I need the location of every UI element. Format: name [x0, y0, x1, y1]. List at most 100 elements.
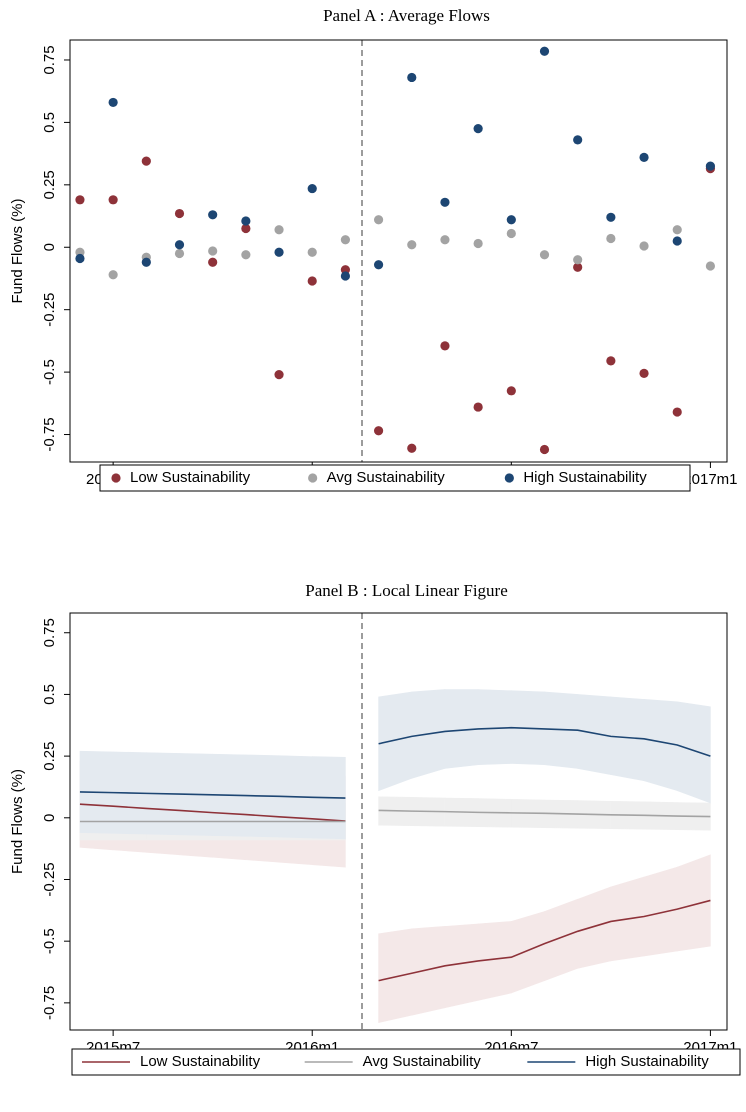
point — [174, 248, 185, 259]
point — [241, 250, 251, 260]
point — [506, 386, 516, 396]
point — [407, 443, 417, 453]
confidence-band — [411, 926, 446, 1016]
point — [473, 238, 483, 249]
confidence-band — [378, 928, 413, 1023]
confidence-band — [643, 866, 678, 957]
point — [274, 247, 284, 257]
point — [307, 247, 317, 257]
line — [378, 809, 711, 818]
legend-box — [71, 1048, 741, 1076]
point — [440, 235, 450, 245]
plot-frame — [69, 39, 728, 463]
point — [373, 260, 384, 270]
confidence-band — [544, 898, 578, 982]
y-tick-label: -0.25 — [41, 862, 58, 896]
y-tick-label: 0.25 — [41, 742, 58, 771]
confidence-band — [676, 854, 711, 952]
legend-label: Low Sustainability — [140, 1053, 261, 1070]
point — [506, 215, 516, 225]
point — [373, 215, 384, 225]
point — [440, 197, 450, 207]
panel: Panel B : Local Linear Figure Fund Flows … — [9, 581, 741, 1076]
point — [606, 233, 616, 244]
legend-marker — [504, 473, 514, 483]
legend-label: Avg Sustainability — [363, 1053, 482, 1070]
y-tick-label: 0.75 — [41, 618, 58, 647]
point — [141, 156, 151, 166]
y-tick-label: 0.5 — [41, 684, 58, 705]
confidence-band — [477, 689, 512, 766]
point — [274, 225, 284, 235]
point — [473, 402, 483, 412]
legend-box — [99, 464, 691, 492]
confidence-band — [378, 691, 413, 792]
point — [108, 270, 118, 280]
point — [108, 195, 118, 205]
y-tick-label: 0.75 — [41, 45, 58, 74]
point — [705, 261, 716, 271]
line — [378, 726, 711, 757]
point — [241, 216, 251, 226]
point — [241, 223, 251, 234]
point — [407, 72, 417, 83]
panel-title: Panel A : Average Flows — [323, 6, 490, 25]
point — [174, 208, 185, 219]
point — [672, 225, 682, 235]
point — [639, 368, 649, 378]
point — [340, 271, 351, 281]
point — [573, 255, 583, 265]
plot-frame — [69, 612, 728, 1031]
point — [274, 370, 284, 380]
point — [606, 212, 616, 222]
y-tick-label: 0 — [41, 243, 58, 251]
y-tick-label: -0.5 — [41, 928, 58, 954]
point — [573, 262, 583, 272]
point — [440, 341, 450, 351]
point — [141, 257, 151, 267]
point — [407, 240, 417, 250]
confidence-band — [511, 911, 545, 994]
x-tick-label: 2017m1 — [683, 471, 737, 488]
point — [506, 228, 516, 239]
panel-title: Panel B : Local Linear Figure — [305, 581, 508, 600]
confidence-band — [577, 886, 612, 969]
legend-marker — [111, 473, 121, 483]
point — [108, 97, 118, 108]
point — [473, 124, 483, 134]
point — [672, 407, 682, 417]
line — [378, 899, 711, 982]
y-tick-label: -0.25 — [41, 293, 58, 327]
confidence-band — [676, 701, 711, 804]
y-axis-label: Fund Flows (%) — [9, 198, 26, 303]
legend-marker — [308, 473, 318, 483]
line — [79, 791, 346, 799]
confidence-band — [643, 699, 678, 792]
legend-label: High Sustainability — [523, 469, 647, 486]
point — [639, 241, 649, 251]
y-tick-label: 0.25 — [41, 170, 58, 199]
y-tick-label: -0.75 — [41, 417, 58, 451]
point — [208, 210, 218, 220]
line — [79, 803, 346, 822]
point — [573, 135, 583, 145]
point — [208, 246, 218, 256]
point — [174, 240, 185, 250]
point — [307, 276, 317, 286]
y-tick-label: 0 — [41, 814, 58, 822]
y-axis-label: Fund Flows (%) — [9, 769, 26, 874]
point — [307, 183, 317, 194]
point — [539, 46, 550, 56]
y-tick-label: -0.5 — [41, 359, 58, 385]
legend-label: High Sustainability — [585, 1053, 709, 1070]
point — [75, 195, 85, 205]
point — [539, 444, 550, 455]
panel: Panel A : Average Flows Fund Flows (%) 0.7… — [9, 6, 738, 492]
y-tick-label: 0.5 — [41, 112, 58, 133]
legend-label: Avg Sustainability — [327, 469, 446, 486]
point — [340, 235, 351, 245]
point — [373, 426, 384, 436]
confidence-band — [577, 694, 612, 775]
point — [75, 253, 85, 264]
